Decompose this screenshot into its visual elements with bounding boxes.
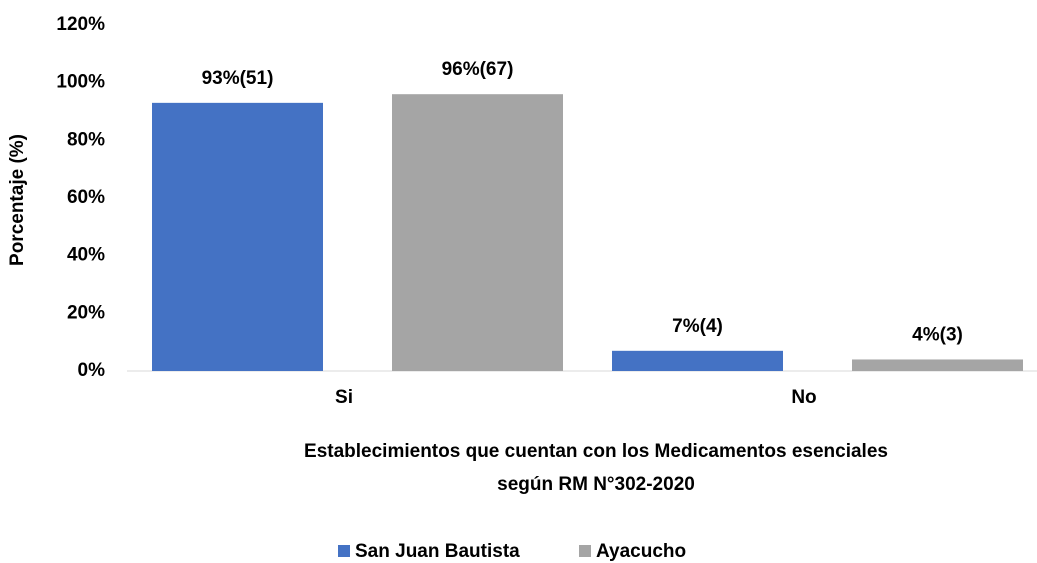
y-tick-label: 20% (67, 302, 105, 323)
x-tick-label: No (791, 387, 816, 408)
x-tick-label: Si (335, 387, 353, 408)
bar (612, 350, 783, 371)
legend-swatch (338, 545, 350, 557)
legend-swatch (579, 545, 591, 557)
y-tick-label: 100% (56, 72, 105, 93)
bar (392, 94, 563, 371)
legend-label: Ayacucho (596, 541, 686, 562)
data-label: 7%(4) (672, 316, 723, 337)
y-tick-label: 120% (56, 14, 105, 35)
legend-label: San Juan Bautista (355, 541, 520, 562)
data-label: 96%(67) (442, 59, 514, 80)
bar (852, 359, 1023, 371)
y-tick-label: 0% (78, 360, 106, 381)
bar (152, 102, 323, 371)
y-tick-label: 40% (67, 245, 105, 266)
data-label: 4%(3) (912, 324, 963, 345)
data-label: 93%(51) (202, 68, 274, 89)
y-tick-label: 80% (67, 129, 105, 150)
y-tick-label: 60% (67, 187, 105, 208)
x-axis-label: Establecimientos que cuentan con los Med… (304, 441, 888, 462)
y-axis-label: Porcentaje (%) (7, 134, 28, 266)
x-axis-label: según RM N°302-2020 (497, 474, 695, 495)
